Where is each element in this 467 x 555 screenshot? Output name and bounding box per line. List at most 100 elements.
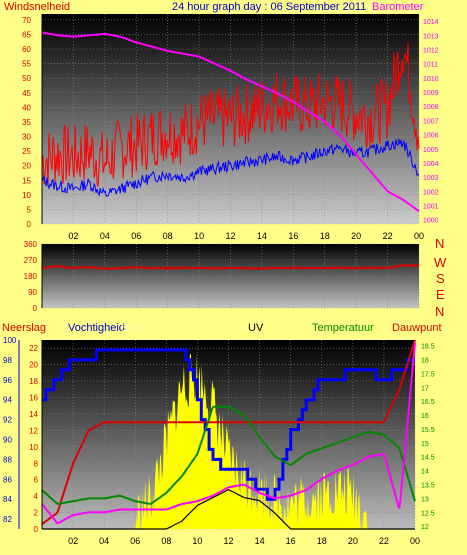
temperature-y-tick-label: 13.5 [421,483,435,490]
wind-x-tick-label: 00 [414,231,424,241]
direction-y-tick-label: 90 [28,288,37,297]
temperature-y-tick-label: 12 [421,524,429,531]
wind-y-tick-label: 60 [22,45,31,54]
wind-x-tick-label: 14 [257,231,267,241]
wind-y-tick-label: 0 [27,220,32,229]
temperature-y-tick-label: 16 [421,413,429,420]
solar-area [42,353,415,529]
barometer-y-tick-label: 1006 [423,133,439,140]
chart-title: 24 hour graph day : 06 September 2011 [172,1,366,13]
climate-x-tick-label: 14 [255,536,265,546]
climate-x-tick-label: 00 [410,536,420,546]
rain-y-tick-label: 18 [29,377,38,386]
rain-label: Neerslag [2,322,46,334]
direction-letter-s: S [436,271,445,286]
humidity-y-tick-label: 82 [3,515,12,524]
climate-x-tick-label: 08 [161,536,171,546]
wind-x-tick-label: 08 [163,231,173,241]
direction-y-tick-label: 270 [24,256,38,265]
barometer-y-tick-label: 1013 [423,33,439,40]
rain-y-tick-label: 2 [34,509,39,518]
barometer-y-tick-label: 1009 [423,90,439,97]
rain-line [41,339,416,525]
temperature-y-tick-label: 16.5 [421,399,435,406]
climate-x-tick-label: 12 [223,536,233,546]
rain-y-tick-label: 6 [34,476,39,485]
direction-letter-e: E [436,287,445,302]
wind-x-tick-label: 02 [68,231,78,241]
uv-label: UV [248,322,264,334]
wind-y-tick-label: 55 [22,60,31,69]
wind-direction-line [41,263,420,271]
barometer-line [41,31,420,213]
rain-y-tick-label: 12 [29,426,38,435]
humidity-y-tick-label: 86 [3,475,12,484]
humidity-y-tick-label: 98 [3,356,12,365]
humidity-label: Vochtigheid [68,322,125,334]
barometer-y-tick-label: 1008 [423,104,439,111]
temperature-y-tick-label: 14 [421,469,429,476]
barometer-y-tick-label: 1011 [423,62,438,69]
temperature-y-tick-label: 13 [421,496,429,503]
wind-gust-line [41,42,420,187]
humidity-y-tick-label: 88 [3,455,12,464]
direction-panel-bg [42,244,419,308]
direction-letter-n-top: N [435,236,444,251]
climate-x-tick-label: 02 [68,536,78,546]
direction-letter-w: W [434,255,447,270]
wind-x-tick-label: 16 [288,231,298,241]
rain-y-tick-label: 8 [34,459,39,468]
wind-y-tick-label: 25 [22,147,31,156]
temperature-y-tick-label: 15.5 [421,427,435,434]
barometer-y-tick-label: 1012 [423,47,439,54]
direction-y-tick-label: 180 [24,272,38,281]
temperature-y-tick-label: 15 [421,441,429,448]
wind-x-tick-label: 12 [225,231,235,241]
direction-letter-n-bottom: N [435,304,444,319]
barometer-y-tick-label: 1014 [423,19,439,26]
rain-y-tick-label: 16 [29,394,38,403]
barometer-y-tick-label: 1005 [423,147,439,154]
wind-x-tick-label: 10 [194,231,204,241]
wind-y-tick-label: 70 [22,16,31,25]
wind-y-tick-label: 10 [22,191,31,200]
temperature-y-tick-label: 17.5 [421,371,435,378]
temperature-y-tick-label: 18.5 [421,344,435,351]
wind-y-tick-label: 40 [22,103,31,112]
wind-y-tick-label: 15 [22,176,31,185]
wind-y-tick-label: 65 [22,30,31,39]
direction-y-tick-label: 360 [24,240,38,249]
wind-y-tick-label: 30 [22,133,31,142]
temperature-y-tick-label: 14.5 [421,455,435,462]
temperature-y-tick-label: 17 [421,385,429,392]
wind-x-tick-label: 18 [320,231,330,241]
barometer-y-tick-label: 1000 [423,218,439,225]
climate-x-tick-label: 20 [348,536,358,546]
barometer-y-tick-label: 1010 [423,76,439,83]
wind-x-tick-label: 04 [100,231,110,241]
wind-y-tick-label: 5 [27,205,32,214]
humidity-line [42,348,415,501]
rain-y-tick-label: 14 [29,410,38,419]
barometer-y-tick-label: 1002 [423,189,439,196]
wind-y-tick-label: 45 [22,89,31,98]
humidity-y-tick-label: 90 [3,435,12,444]
uv-line [42,488,415,530]
temperature-label: Temperatuur [312,322,374,334]
humidity-y-tick-label: 100 [3,336,17,345]
temperature-y-tick-label: 12.5 [421,510,435,517]
temperature-y-tick-label: 18 [421,357,429,364]
direction-y-tick-label: 0 [33,304,38,313]
humidity-y-tick-label: 94 [3,396,12,405]
climate-x-tick-label: 16 [286,536,296,546]
wind-y-tick-label: 20 [22,162,31,171]
wind-speed-label: Windsnelheid [4,1,70,13]
temperature-line [41,405,416,505]
rain-y-tick-label: 0 [34,525,39,534]
wind-y-tick-label: 50 [22,74,31,83]
humidity-y-tick-label: 92 [3,416,12,425]
climate-x-tick-label: 06 [130,536,140,546]
wind-y-tick-label: 35 [22,118,31,127]
barometer-label: Barometer [372,1,424,13]
rain-y-tick-label: 4 [34,492,39,501]
